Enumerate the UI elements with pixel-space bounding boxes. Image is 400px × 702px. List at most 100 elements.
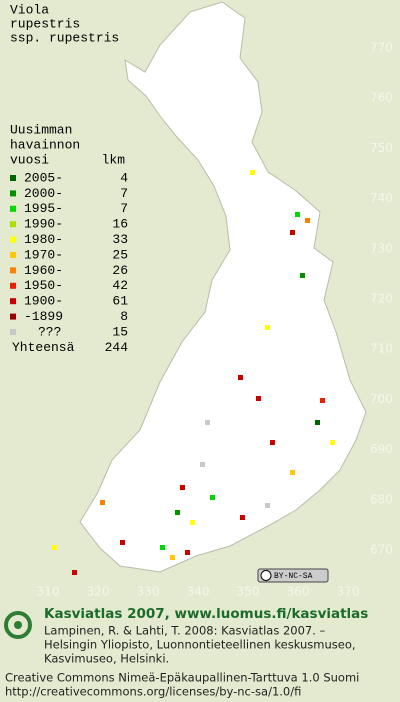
title-line: Viola: [10, 2, 49, 17]
legend-label: ???: [38, 324, 61, 339]
dot: [160, 545, 165, 550]
citation: Lampinen, R. & Lahti, T. 2008: Kasviatla…: [44, 624, 326, 638]
legend-count: 4: [120, 170, 128, 185]
dot: [300, 273, 305, 278]
north-label: 670: [370, 543, 393, 557]
dot: [240, 515, 245, 520]
legend-swatch: [10, 313, 16, 320]
legend-count: 7: [120, 201, 128, 216]
legend-swatch: [10, 252, 16, 258]
dot: [210, 495, 215, 500]
legend-count: 25: [112, 247, 128, 262]
legend-total: 244: [105, 340, 129, 355]
grid-labels: 770 760 750 740 730 720 710 700 690 680 670 310 320 3…: [37, 41, 393, 599]
legend-count: 8: [120, 309, 128, 324]
dot: [270, 440, 275, 445]
legend-label: 2000-: [24, 186, 63, 201]
license: Creative Commons Nimeä-Epäkaupallinen-Ta…: [5, 671, 359, 685]
dot: [72, 570, 77, 575]
legend-swatch: [10, 282, 16, 289]
north-label: 710: [370, 342, 393, 356]
license-badge: BY-NC-SA: [257, 568, 329, 583]
east-label: 310: [37, 585, 60, 599]
footer: Kasviatlas 2007, www.luomus.fi/kasviatla…: [4, 606, 368, 699]
dot: [175, 510, 180, 515]
north-label: 720: [370, 292, 393, 306]
badge-box: [257, 568, 329, 583]
legend-count: 26: [112, 263, 128, 278]
dot: [320, 398, 325, 403]
legend-label: 1960-: [24, 263, 63, 278]
legend-header: Uusimman: [10, 122, 72, 137]
citation: Kasvimuseo, Helsinki.: [44, 652, 169, 666]
east-label: 330: [137, 585, 160, 599]
north-label: 750: [370, 141, 393, 155]
badge-text: BY-NC-SA: [274, 572, 313, 581]
north-label: 730: [370, 241, 393, 255]
legend-swatch: [10, 298, 16, 305]
legend-count: 33: [112, 232, 128, 247]
title-line: rupestris: [10, 16, 80, 31]
legend-label: -1899: [24, 309, 63, 324]
legend-label: 1970-: [24, 247, 63, 262]
legend-count: 61: [112, 294, 128, 309]
legend-count: 15: [112, 324, 128, 339]
legend-total-label: Yhteensä: [12, 340, 75, 355]
dot: [265, 325, 270, 330]
east-label: 370: [337, 585, 360, 599]
legend-swatch: [10, 205, 16, 212]
logo: [14, 621, 22, 629]
legend-header: havainnon: [10, 137, 80, 152]
legend-swatch: [10, 329, 16, 335]
dot: [290, 470, 295, 475]
map-dots: [52, 170, 335, 575]
legend-swatch: [10, 267, 16, 274]
dot: [52, 545, 57, 550]
east-label: 340: [187, 585, 210, 599]
dot: [305, 218, 310, 223]
north-label: 700: [370, 392, 393, 406]
legend-column: vuosi: [10, 152, 49, 167]
legend-count: 16: [112, 217, 128, 232]
north-label: 760: [370, 91, 393, 105]
dot: [170, 555, 175, 560]
dot: [290, 230, 295, 235]
title-line: ssp. rupestris: [10, 30, 119, 45]
legend-label: 1900-: [24, 294, 63, 309]
finland-outline: [79, 1, 367, 573]
east-label: 320: [87, 585, 110, 599]
dot: [190, 520, 195, 525]
east-label: 360: [287, 585, 310, 599]
dot: [100, 500, 105, 505]
badge-icon: [260, 570, 272, 581]
legend-swatch: [10, 221, 16, 228]
north-label: 740: [370, 191, 393, 205]
license: http://creativecommons.org/licenses/by-n…: [5, 685, 301, 699]
legend-swatch: [10, 190, 16, 197]
dot: [200, 462, 205, 467]
legend: 2005- 4 2000- 7 1995- 7 1990- 16 1980- 33 1970- 25 1…: [10, 170, 129, 355]
north-label: 770: [370, 41, 393, 55]
legend-count: 42: [112, 278, 128, 293]
footer-heading: Kasviatlas 2007, www.luomus.fi/kasviatla…: [44, 606, 368, 622]
legend-label: 1980-: [24, 232, 63, 247]
legend-label: 1950-: [24, 278, 63, 293]
dot: [238, 375, 243, 380]
citation: Helsingin Yliopisto, Luonnontieteellinen…: [44, 638, 356, 652]
dot: [265, 503, 270, 508]
title: Viola rupestris ssp. rupestris: [10, 2, 119, 45]
north-label: 690: [370, 442, 393, 456]
legend-count: 7: [120, 186, 128, 201]
dot: [295, 212, 300, 217]
dot: [315, 420, 320, 425]
dot: [330, 440, 335, 445]
logo: [4, 611, 32, 639]
dot: [256, 396, 261, 401]
dot: [185, 550, 190, 555]
legend-swatch: [10, 236, 16, 243]
legend-label: 1990-: [24, 217, 63, 232]
dot: [180, 485, 185, 490]
dot: [250, 170, 255, 175]
north-label: 680: [370, 492, 393, 506]
